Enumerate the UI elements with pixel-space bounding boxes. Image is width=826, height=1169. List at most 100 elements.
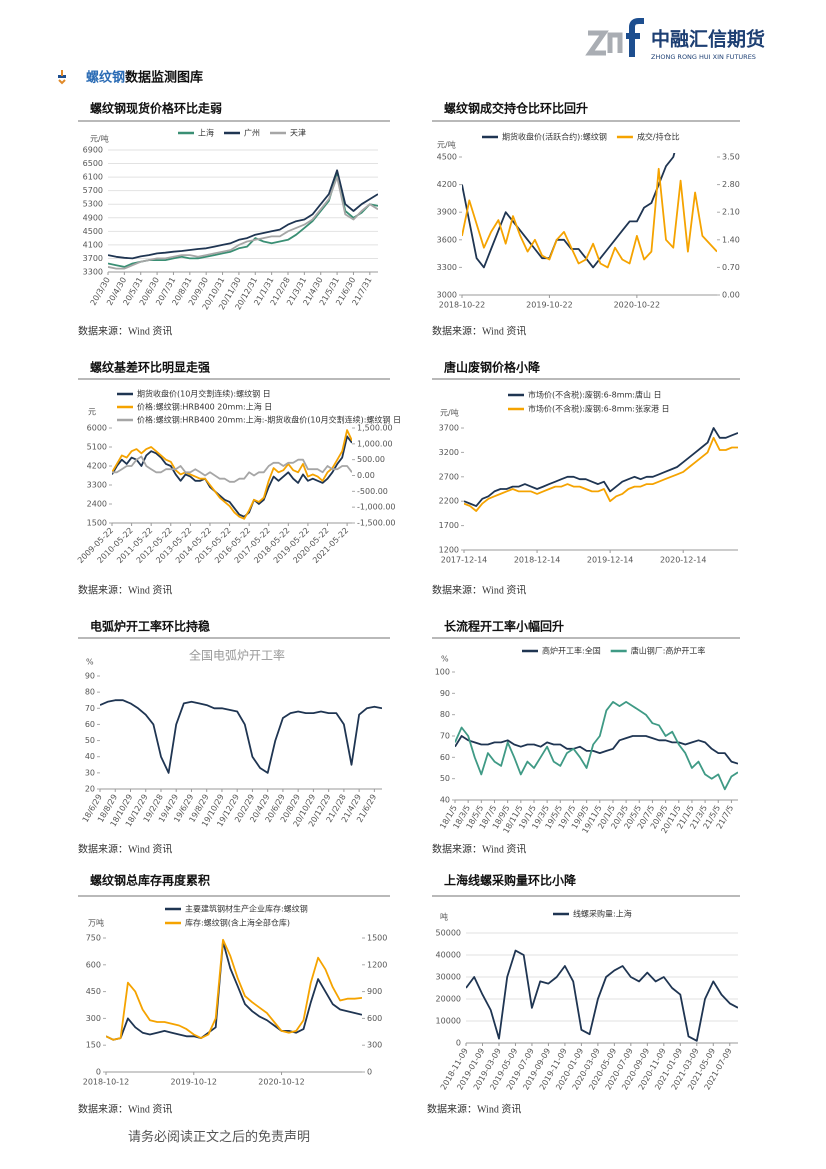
y-tick-label: 3600 <box>437 235 457 244</box>
series-line <box>108 176 378 270</box>
legend-label: 高炉开工率:全国 <box>542 646 601 656</box>
y-tick-label: 2.80 <box>722 180 740 189</box>
y-tick-label: 50 <box>440 774 450 783</box>
y-tick-label: 40 <box>440 796 450 805</box>
chart-source: 数据来源：Wind 资讯 <box>432 842 526 855</box>
logo-z <box>585 30 609 56</box>
y-tick-label: 40 <box>85 752 95 761</box>
y-tick-label: 2700 <box>439 472 459 481</box>
x-tick-label: 2018-12-14 <box>514 556 561 565</box>
series-line <box>112 435 352 518</box>
y-tick-label: -500.00 <box>357 487 388 496</box>
x-tick-label: 2017-12-14 <box>441 556 488 565</box>
series-line <box>455 735 738 765</box>
series-line <box>462 153 676 269</box>
y-tick-label: 1500 <box>87 519 107 528</box>
y-tick-label: 50000 <box>436 929 461 938</box>
y-tick-label: 3300 <box>87 481 107 490</box>
series-line <box>100 699 382 774</box>
y-tick-label: 5700 <box>83 186 103 195</box>
section-icon <box>58 70 66 85</box>
legend-label: 线螺采购量:上海 <box>573 909 632 919</box>
y-tick-label: 3000 <box>437 291 457 300</box>
x-tick-label: 2020-10-12 <box>258 1078 305 1087</box>
x-tick-label: 2018-10-22 <box>439 301 486 310</box>
legend-label: 市场价(不含税):废钢:6-8mm:唐山 日 <box>528 390 662 400</box>
y-axis-unit: 万吨 <box>88 918 104 928</box>
legend-label: 天津 <box>290 128 306 138</box>
y-tick-label: 450 <box>86 987 101 996</box>
y-tick-label: 4500 <box>83 227 103 236</box>
y-tick-label: 0 <box>367 1068 372 1077</box>
y-axis-unit: 元 <box>88 408 96 417</box>
y-tick-label: 300 <box>86 1014 101 1023</box>
y-tick-label: 6100 <box>83 173 103 182</box>
y-tick-label: 750 <box>86 934 101 943</box>
y-tick-label: 90 <box>85 672 95 681</box>
company-name: 中融汇信期货 <box>651 28 765 51</box>
section-title: 数据监测图库 <box>125 70 203 86</box>
legend-label: 上海 <box>198 128 214 138</box>
y-tick-label: 2.10 <box>722 208 740 217</box>
chart-heading: 螺纹基差环比明显走强 <box>90 360 210 375</box>
y-tick-label: 0 <box>456 1039 461 1048</box>
y-tick-label: 1,000.00 <box>357 439 393 448</box>
y-tick-label: 4200 <box>87 462 107 471</box>
series-line <box>462 167 717 269</box>
y-tick-label: 3700 <box>439 424 459 433</box>
chart-source: 数据来源：Wind 资讯 <box>78 583 172 596</box>
y-tick-label: 1.40 <box>722 235 740 244</box>
y-axis-unit: 元/吨 <box>437 140 456 150</box>
y-tick-label: 5300 <box>83 200 103 209</box>
chart-heading: 螺纹钢总库存再度累积 <box>90 873 210 888</box>
chart-heading: 螺纹钢成交持仓比环比回升 <box>444 101 588 116</box>
y-tick-label: 600 <box>367 1014 382 1023</box>
icon-bar <box>58 75 66 78</box>
y-tick-label: 0.00 <box>357 471 375 480</box>
x-tick-label: 2019-10-22 <box>526 301 573 310</box>
y-tick-label: -1,500.00 <box>357 519 396 528</box>
x-tick-label: 2020-10-22 <box>614 301 661 310</box>
y-tick-label: 60 <box>440 753 450 762</box>
y-tick-label: 80 <box>85 688 95 697</box>
y-tick-label: 0.00 <box>722 291 740 300</box>
y-tick-label: 1700 <box>439 521 459 530</box>
x-tick-label: 2019-10-12 <box>171 1078 218 1087</box>
legend-label: 库存:螺纹钢(含上海全部仓库) <box>185 918 290 928</box>
y-tick-label: 50 <box>85 736 95 745</box>
y-tick-label: 30 <box>85 768 95 777</box>
y-tick-label: 3900 <box>437 208 457 217</box>
y-tick-label: 3.50 <box>722 153 740 162</box>
x-tick-label: 2020-12-14 <box>660 556 707 565</box>
y-tick-label: 3300 <box>437 263 457 272</box>
y-tick-label: 70 <box>440 732 450 741</box>
y-tick-label: 1200 <box>367 960 387 969</box>
y-tick-label: 5100 <box>87 443 107 452</box>
legend-label: 广州 <box>244 128 260 138</box>
y-tick-label: 100 <box>435 668 450 677</box>
y-tick-label: -1,000.00 <box>357 503 396 512</box>
chart-source: 数据来源：Wind 资讯 <box>78 842 172 855</box>
y-tick-label: 0 <box>96 1068 101 1077</box>
chart-heading: 螺纹钢现货价格环比走弱 <box>90 101 222 116</box>
y-tick-label: 1200 <box>439 546 459 555</box>
series-line <box>466 949 738 1042</box>
company-name-en: ZHONG RONG HUI XIN FUTURES <box>651 53 756 61</box>
chart-heading: 唐山废钢价格小降 <box>444 360 541 375</box>
y-tick-label: 4500 <box>437 153 457 162</box>
x-tick-label: 2018-10-12 <box>83 1078 130 1087</box>
y-tick-label: 60 <box>85 720 95 729</box>
y-tick-label: 80 <box>440 710 450 719</box>
series-line <box>106 940 362 1041</box>
y-tick-label: 6000 <box>87 424 107 433</box>
y-tick-label: 3700 <box>83 254 103 263</box>
y-tick-label: 1,500.00 <box>357 424 393 433</box>
series-line <box>112 429 352 520</box>
series-line <box>464 427 738 507</box>
logo-f <box>626 18 644 57</box>
legend-label: 主要建筑钢材生产企业库存:螺纹钢 <box>185 904 308 914</box>
logo-n <box>607 32 623 53</box>
y-tick-label: 6900 <box>83 146 103 155</box>
y-tick-label: 3200 <box>439 448 459 457</box>
